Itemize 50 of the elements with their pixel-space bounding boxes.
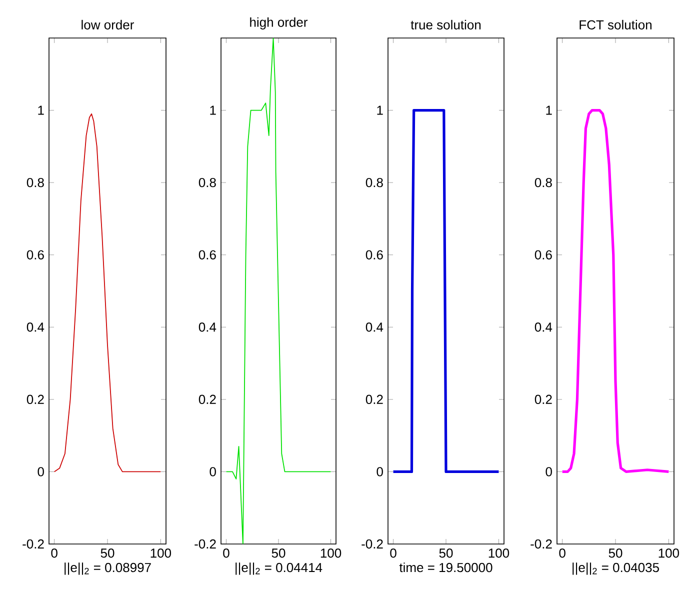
y-tick-label: 0 <box>546 467 552 476</box>
chart-title: high order <box>250 17 308 30</box>
y-tick-label: 1 <box>546 106 552 115</box>
y-tick-label: 0.2 <box>26 394 44 404</box>
y-tick-label: 0.6 <box>366 250 383 260</box>
x-tick-label: 100 <box>150 548 172 558</box>
line-series <box>54 113 162 472</box>
y-tick-label: 0.4 <box>198 322 216 332</box>
y-tick-label: 0.8 <box>534 178 552 188</box>
y-tick-label: 1 <box>377 106 383 115</box>
y-tick-label: 0.2 <box>534 394 552 404</box>
x-tick-label: 50 <box>100 548 114 558</box>
x-tick-label: 0 <box>559 548 566 558</box>
y-tick-label: -0.2 <box>530 539 552 549</box>
y-tick-label: 0.4 <box>534 322 552 332</box>
y-tick-label: -0.2 <box>362 539 383 549</box>
x-tick-label: 0 <box>51 548 58 558</box>
y-tick-label: 0.4 <box>366 322 384 332</box>
x-axis-title: ||e||$_{2}$ = 0.04414 <box>236 562 322 575</box>
y-tick-label: 0 <box>376 467 383 476</box>
chart-title: true solution <box>410 20 481 30</box>
chart-title: FCT solution <box>580 20 652 30</box>
y-tick-label: 0.8 <box>198 178 216 188</box>
x-tick-label: 100 <box>488 548 510 558</box>
y-tick-label: -0.2 <box>194 539 216 549</box>
x-tick-label: 100 <box>320 548 342 558</box>
y-tick-label: 0.6 <box>534 250 552 260</box>
y-tick-label: 0.2 <box>198 394 216 404</box>
x-tick-label: 50 <box>439 548 453 558</box>
x-tick-label: 50 <box>272 548 286 558</box>
y-tick-label: -0.2 <box>22 539 44 549</box>
y-tick-label: 0.4 <box>26 322 44 332</box>
y-tick-label: 0.8 <box>26 178 44 188</box>
y-tick-label: 0.8 <box>366 178 383 188</box>
y-tick-label: 0 <box>38 467 44 476</box>
x-tick-label: 100 <box>658 548 680 558</box>
y-tick-label: 0.2 <box>366 394 383 404</box>
x-axis-title: time = 19.50000 <box>399 562 492 572</box>
x-axis-title: ||e||$_{2}$ = 0.04035 <box>572 562 659 575</box>
x-tick-label: 0 <box>223 548 230 558</box>
y-tick-label: 0.6 <box>198 250 216 260</box>
x-tick-label: 0 <box>390 548 396 558</box>
chart-title: low order <box>82 20 134 30</box>
line-series <box>561 108 670 473</box>
y-tick-label: 1 <box>38 106 44 115</box>
y-tick-label: 0.6 <box>26 250 44 260</box>
x-tick-label: 50 <box>608 548 622 558</box>
x-axis-title: ||e||$_{2}$ = 0.08997 <box>64 562 151 575</box>
y-tick-label: 0 <box>210 467 216 476</box>
y-tick-label: 1 <box>210 106 216 115</box>
